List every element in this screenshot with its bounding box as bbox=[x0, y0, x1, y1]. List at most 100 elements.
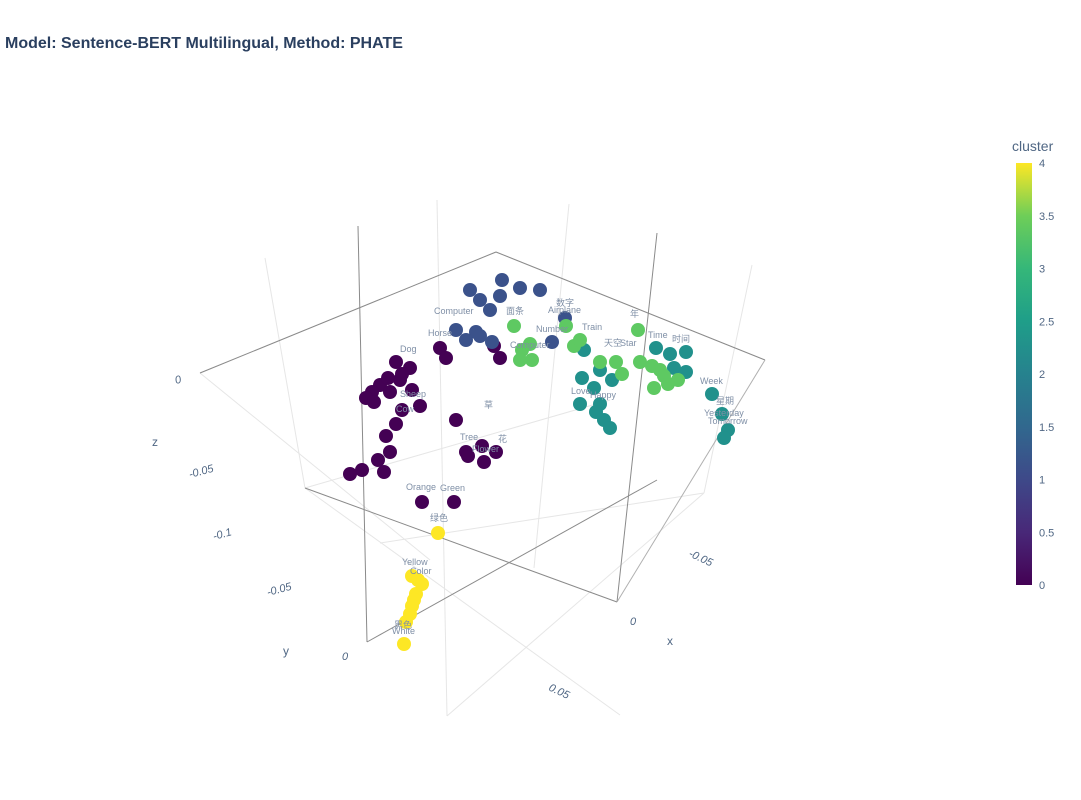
scatter-point[interactable] bbox=[397, 637, 411, 651]
point-label: Time bbox=[648, 330, 668, 340]
scatter-point[interactable] bbox=[473, 293, 487, 307]
scatter-point[interactable] bbox=[447, 495, 461, 509]
scatter-point[interactable] bbox=[705, 387, 719, 401]
scatter-point[interactable] bbox=[381, 371, 395, 385]
labels-layer: Dog Horse Sheep Cow Tree Flower 草花 Orange Green C… bbox=[392, 297, 748, 636]
scatter-point[interactable] bbox=[461, 449, 475, 463]
point-label: Cow bbox=[396, 404, 415, 414]
scatter-point[interactable] bbox=[389, 417, 403, 431]
point-label: Tomorrow bbox=[708, 416, 748, 426]
scatter-point[interactable] bbox=[399, 615, 413, 629]
colorbar-tick-label: 0.5 bbox=[1039, 527, 1054, 539]
scatter-point[interactable] bbox=[667, 361, 681, 375]
axis-line bbox=[357, 225, 368, 643]
colorbar-tick-label: 2.5 bbox=[1039, 316, 1054, 328]
scatter-point[interactable] bbox=[715, 407, 729, 421]
scatter-point[interactable] bbox=[389, 355, 403, 369]
scatter-point[interactable] bbox=[631, 323, 645, 337]
scatter-point[interactable] bbox=[415, 495, 429, 509]
scatter-point[interactable] bbox=[405, 383, 419, 397]
scatter-point[interactable] bbox=[343, 467, 357, 481]
scatter-point[interactable] bbox=[449, 413, 463, 427]
point-label: 草 bbox=[484, 399, 493, 410]
scatter-point[interactable] bbox=[431, 526, 445, 540]
scatter-point[interactable] bbox=[473, 329, 487, 343]
scatter-point[interactable] bbox=[661, 377, 675, 391]
scatter-point[interactable] bbox=[493, 289, 507, 303]
scatter-point[interactable] bbox=[717, 431, 731, 445]
point-label: Computer bbox=[510, 340, 550, 350]
scatter-point[interactable] bbox=[395, 403, 409, 417]
scatter-point[interactable] bbox=[559, 319, 573, 333]
scatter-point[interactable] bbox=[545, 335, 559, 349]
scatter-point[interactable] bbox=[525, 353, 539, 367]
scatter-point[interactable] bbox=[589, 405, 603, 419]
scatter-point[interactable] bbox=[573, 397, 587, 411]
point-label: 年 bbox=[630, 308, 639, 319]
scatter-point[interactable] bbox=[513, 281, 527, 295]
point-label: Dog bbox=[400, 344, 417, 354]
scatter-point[interactable] bbox=[679, 345, 693, 359]
scatter-point[interactable] bbox=[533, 283, 547, 297]
colorbar-title: cluster bbox=[1012, 138, 1054, 154]
scatter-point[interactable] bbox=[383, 445, 397, 459]
scatter-point[interactable] bbox=[395, 367, 409, 381]
scatter-point[interactable] bbox=[507, 319, 521, 333]
point-label: Number bbox=[536, 324, 568, 334]
scatter-point[interactable] bbox=[371, 453, 385, 467]
colorbar-tick-label: 3 bbox=[1039, 264, 1045, 276]
scatter-point[interactable] bbox=[495, 273, 509, 287]
scatter-point[interactable] bbox=[377, 465, 391, 479]
scatter-point[interactable] bbox=[575, 371, 589, 385]
scatter-point[interactable] bbox=[663, 347, 677, 361]
scatter-point[interactable] bbox=[649, 341, 663, 355]
gridline bbox=[264, 257, 306, 489]
y-axis-title: y bbox=[283, 644, 289, 658]
point-label: Love bbox=[571, 386, 591, 396]
scatter-point[interactable] bbox=[593, 355, 607, 369]
gridline bbox=[304, 487, 621, 716]
scatter-point[interactable] bbox=[603, 421, 617, 435]
colorbar-tick-label: 0 bbox=[1039, 580, 1045, 592]
scatter-point[interactable] bbox=[609, 355, 623, 369]
x-tick-label: 0.05 bbox=[547, 682, 572, 702]
colorbar-tick-label: 2 bbox=[1039, 369, 1045, 381]
scatter-point[interactable] bbox=[475, 439, 489, 453]
scatter-point[interactable] bbox=[615, 367, 629, 381]
y-tick-label: -0.05 bbox=[266, 581, 294, 599]
scatter-point[interactable] bbox=[379, 429, 393, 443]
scatter-point[interactable] bbox=[493, 351, 507, 365]
scatter-point[interactable] bbox=[489, 445, 503, 459]
scatter-point[interactable] bbox=[439, 351, 453, 365]
point-label: Yellow bbox=[402, 557, 428, 567]
point-label: Happy bbox=[590, 390, 617, 400]
scatter-point[interactable] bbox=[367, 395, 381, 409]
scatter-point[interactable] bbox=[413, 399, 427, 413]
point-label: 数字 bbox=[556, 297, 574, 308]
scatter-point[interactable] bbox=[483, 303, 497, 317]
scatter-point[interactable] bbox=[477, 455, 491, 469]
x-tick-label: -0.05 bbox=[687, 548, 716, 570]
colorbar-tick-label: 1.5 bbox=[1039, 422, 1054, 434]
point-label: White bbox=[392, 626, 415, 636]
scatter-point[interactable] bbox=[633, 355, 647, 369]
scatter-point[interactable] bbox=[463, 283, 477, 297]
scatter-point[interactable] bbox=[587, 381, 601, 395]
point-label: Week bbox=[700, 376, 723, 386]
point-label: 花 bbox=[498, 433, 507, 444]
point-label: 天空 bbox=[604, 337, 622, 348]
point-label: 星期 bbox=[716, 396, 734, 406]
colorbar-ticks: 0 0.5 1 1.5 2 2.5 3 3.5 4 bbox=[1039, 158, 1054, 592]
scatter-point[interactable] bbox=[647, 381, 661, 395]
scatter-point[interactable] bbox=[449, 323, 463, 337]
scatter-point[interactable] bbox=[459, 333, 473, 347]
scatter-point[interactable] bbox=[355, 463, 369, 477]
scatter-point[interactable] bbox=[573, 333, 587, 347]
y-tick-label: -0.1 bbox=[212, 526, 233, 543]
gridline bbox=[199, 372, 431, 561]
scatter-point[interactable] bbox=[485, 335, 499, 349]
z-tick-label: 0 bbox=[174, 373, 184, 386]
scatter-point[interactable] bbox=[513, 353, 527, 367]
scatter-point[interactable] bbox=[383, 385, 397, 399]
